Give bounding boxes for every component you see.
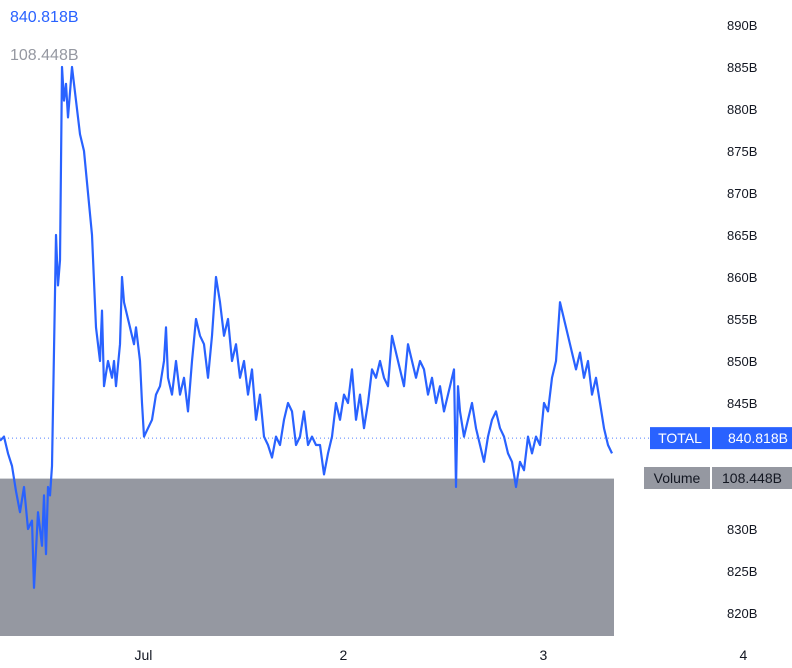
y-tick-label: 845B <box>727 396 757 411</box>
x-axis: Jul 2 3 4 <box>134 647 747 663</box>
x-tick-label: 3 <box>540 647 548 663</box>
x-tick-label: Jul <box>134 647 152 663</box>
x-tick-label: 4 <box>740 647 748 663</box>
total-tag-value-background <box>712 427 792 450</box>
total-value-header: 840.818B <box>10 9 79 26</box>
volume-value-header: 108.448B <box>10 47 79 64</box>
y-tick-label: 885B <box>727 60 757 75</box>
y-tick-label: 890B <box>727 18 757 33</box>
series-line-total <box>0 65 613 589</box>
y-tick-label: 850B <box>727 354 757 369</box>
y-tick-label: 875B <box>727 144 757 159</box>
y-tick-label: 880B <box>727 102 757 117</box>
y-tick-label: 855B <box>727 312 757 327</box>
x-tick-label: 2 <box>340 647 348 663</box>
y-tick-label: 865B <box>727 228 757 243</box>
total-series-tag: TOTAL 840.818B <box>650 427 792 450</box>
volume-tag-value: 108.448B <box>722 470 782 486</box>
y-tick-label: 830B <box>727 522 757 537</box>
volume-area <box>0 478 614 636</box>
volume-tag-name: Volume <box>654 470 701 486</box>
volume-tag-background <box>644 467 710 489</box>
y-tick-label: 860B <box>727 270 757 285</box>
y-tick-label: 825B <box>727 564 757 579</box>
volume-series-tag: Volume 108.448B <box>644 467 792 489</box>
total-tag-value: 840.818B <box>728 430 788 446</box>
total-tag-background <box>650 427 710 450</box>
y-tick-label: 820B <box>727 606 757 621</box>
volume-tag-value-background <box>712 467 792 489</box>
total-tag-name: TOTAL <box>658 430 702 446</box>
y-axis: 890B 885B 880B 875B 870B 865B 860B 855B 850B 845B… <box>727 18 757 621</box>
y-tick-label: 870B <box>727 186 757 201</box>
